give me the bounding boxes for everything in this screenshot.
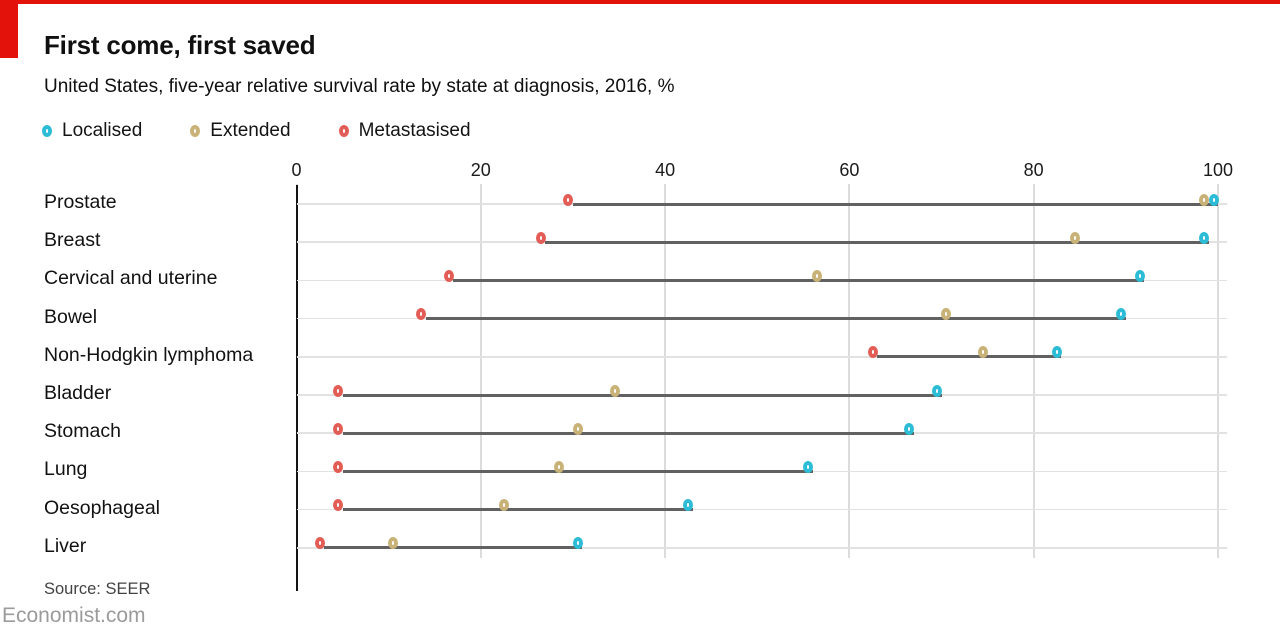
- legend-item-metastasised: Metastasised: [338, 120, 471, 142]
- row-label: Oesophageal: [44, 496, 161, 519]
- vertical-gridline: [664, 184, 667, 558]
- dot-localised: [904, 422, 915, 435]
- row-label: Non-Hodgkin lymphoma: [44, 343, 254, 366]
- x-tick-label: 100: [1202, 160, 1234, 180]
- connector-line: [324, 546, 583, 550]
- row-label: Lung: [44, 458, 88, 481]
- horizontal-gridline: [296, 547, 1227, 549]
- dot-extended: [572, 422, 583, 435]
- vertical-gridline: [1217, 184, 1219, 558]
- dot-metastasised: [867, 346, 878, 359]
- x-tick-label: 20: [470, 160, 491, 180]
- x-tick-label: 40: [655, 160, 676, 180]
- legend: Localised Extended Metastasised: [42, 120, 471, 142]
- dot-metastasised: [333, 460, 344, 473]
- connector-line: [453, 278, 1145, 282]
- localised-ring-icon: [42, 125, 52, 137]
- connector-line: [572, 202, 1218, 206]
- dot-extended: [388, 537, 399, 550]
- dot-metastasised: [333, 384, 344, 397]
- connector-line: [342, 393, 942, 397]
- x-tick-label: 60: [839, 160, 860, 180]
- dot-extended: [812, 269, 823, 282]
- dot-metastasised: [314, 537, 325, 550]
- row-label: Bowel: [44, 305, 98, 328]
- legend-label: Localised: [62, 120, 143, 141]
- connector-line: [877, 355, 1062, 359]
- chart-title: First come, first saved: [44, 30, 316, 60]
- x-tick-label: 0: [291, 160, 302, 180]
- connector-line: [425, 317, 1126, 321]
- dot-metastasised: [535, 231, 546, 244]
- vertical-gridline: [848, 184, 851, 558]
- legend-label: Metastasised: [358, 120, 471, 141]
- dot-extended: [1199, 193, 1210, 206]
- horizontal-gridline: [296, 508, 1227, 511]
- legend-label: Extended: [210, 120, 291, 141]
- dot-metastasised: [333, 499, 344, 512]
- dot-localised: [1199, 231, 1210, 244]
- dot-localised: [1208, 193, 1219, 206]
- row-label: Stomach: [44, 420, 121, 443]
- dot-extended: [1070, 231, 1081, 244]
- dot-extended: [609, 384, 620, 397]
- dot-metastasised: [563, 193, 574, 206]
- metastasised-ring-icon: [338, 125, 349, 137]
- dot-localised: [1134, 269, 1145, 282]
- legend-item-extended: Extended: [190, 120, 291, 142]
- connector-line: [545, 240, 1209, 244]
- dot-metastasised: [333, 422, 344, 435]
- row-label: Liver: [44, 534, 87, 557]
- dot-localised: [803, 460, 814, 473]
- dot-localised: [683, 499, 694, 512]
- dot-extended: [554, 460, 565, 473]
- connector-line: [342, 508, 693, 512]
- vertical-gridline: [1032, 184, 1035, 558]
- source-note: Source: SEER: [44, 580, 151, 598]
- horizontal-gridline: [296, 356, 1227, 358]
- x-tick-label: 80: [1023, 160, 1044, 180]
- row-label: Bladder: [44, 382, 112, 404]
- economist-red-tab: [0, 0, 18, 58]
- top-accent-rule: [0, 0, 1280, 4]
- dot-localised: [572, 537, 583, 550]
- dot-localised: [932, 384, 943, 397]
- dot-metastasised: [443, 269, 454, 282]
- dot-localised: [1116, 308, 1127, 321]
- y-axis-line: [295, 185, 298, 591]
- row-label: Cervical and uterine: [44, 267, 218, 290]
- connector-line: [342, 469, 813, 473]
- economist-brand: Economist.com: [2, 604, 146, 627]
- dot-localised: [1051, 346, 1062, 359]
- dot-extended: [498, 499, 509, 512]
- row-label: Prostate: [44, 191, 117, 213]
- extended-ring-icon: [190, 125, 201, 137]
- dot-extended: [941, 308, 952, 321]
- legend-item-localised: Localised: [42, 120, 142, 142]
- row-label: Breast: [44, 229, 101, 252]
- dot-extended: [978, 346, 989, 359]
- chart-subtitle: United States, five-year relative surviv…: [44, 76, 675, 97]
- vertical-gridline: [479, 184, 482, 558]
- connector-line: [342, 431, 914, 435]
- dot-metastasised: [416, 308, 426, 321]
